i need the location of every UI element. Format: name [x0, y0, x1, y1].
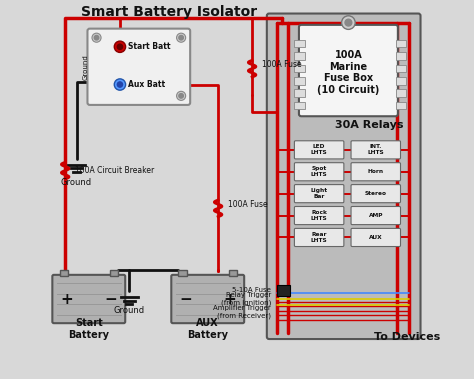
FancyBboxPatch shape: [294, 163, 344, 181]
FancyBboxPatch shape: [351, 229, 401, 246]
Circle shape: [117, 44, 123, 49]
Bar: [396, 64, 406, 72]
Bar: [179, 270, 187, 276]
FancyBboxPatch shape: [351, 207, 401, 225]
Bar: [294, 102, 305, 110]
Circle shape: [345, 19, 352, 26]
Text: 100A Fuse: 100A Fuse: [262, 60, 301, 69]
FancyBboxPatch shape: [299, 25, 398, 116]
Bar: [294, 89, 305, 97]
Text: Ground: Ground: [83, 54, 89, 80]
Text: 100A Fuse: 100A Fuse: [228, 200, 267, 209]
FancyBboxPatch shape: [294, 207, 344, 225]
Bar: [294, 52, 305, 60]
Text: 5-10A Fuse: 5-10A Fuse: [232, 287, 271, 293]
Text: 30A Relays: 30A Relays: [335, 120, 403, 130]
Text: −: −: [104, 291, 117, 307]
FancyBboxPatch shape: [267, 14, 420, 339]
FancyBboxPatch shape: [294, 185, 344, 203]
Bar: [294, 64, 305, 72]
Bar: [396, 102, 406, 110]
FancyBboxPatch shape: [88, 29, 190, 105]
Text: Spot
LHTS: Spot LHTS: [311, 166, 328, 177]
Bar: [110, 270, 118, 276]
Text: To Devices: To Devices: [374, 332, 440, 342]
Circle shape: [114, 79, 126, 90]
Text: 100A Circuit Breaker: 100A Circuit Breaker: [74, 166, 154, 175]
Bar: [396, 77, 406, 85]
Text: Amplifier Trigger
(from Receiver): Amplifier Trigger (from Receiver): [213, 305, 271, 319]
Bar: [277, 285, 290, 296]
Bar: [294, 39, 305, 47]
Text: Ground: Ground: [61, 178, 92, 187]
Circle shape: [92, 33, 101, 42]
Text: Aux Batt: Aux Batt: [128, 80, 165, 89]
Circle shape: [94, 35, 99, 40]
Bar: [396, 52, 406, 60]
Text: Relay Trigger
(from Ignition): Relay Trigger (from Ignition): [220, 292, 271, 306]
Text: Start
Battery: Start Battery: [68, 318, 109, 340]
Text: +: +: [61, 291, 73, 307]
Text: +: +: [223, 291, 236, 307]
Bar: [60, 270, 68, 276]
FancyBboxPatch shape: [171, 275, 244, 323]
Text: Stereo: Stereo: [365, 191, 387, 196]
Circle shape: [342, 16, 355, 30]
Bar: [396, 89, 406, 97]
Text: Horn: Horn: [368, 169, 384, 174]
Text: AMP: AMP: [368, 213, 383, 218]
Text: Smart Battery Isolator: Smart Battery Isolator: [81, 5, 257, 19]
Text: Light
Bar: Light Bar: [310, 188, 328, 199]
FancyBboxPatch shape: [294, 229, 344, 246]
Text: INT.
LHTS: INT. LHTS: [367, 144, 384, 155]
FancyBboxPatch shape: [351, 163, 401, 181]
Circle shape: [114, 41, 126, 52]
Bar: [396, 39, 406, 47]
Text: Rock
LHTS: Rock LHTS: [311, 210, 328, 221]
Bar: [294, 77, 305, 85]
Text: Start Batt: Start Batt: [128, 42, 171, 51]
Circle shape: [177, 33, 186, 42]
FancyBboxPatch shape: [351, 141, 401, 159]
Text: 100A
Marine
Fuse Box
(10 Circuit): 100A Marine Fuse Box (10 Circuit): [317, 50, 380, 95]
Circle shape: [179, 35, 183, 40]
FancyBboxPatch shape: [351, 185, 401, 203]
Text: Rear
LHTS: Rear LHTS: [311, 232, 328, 243]
Text: AUX
Battery: AUX Battery: [187, 318, 228, 340]
Circle shape: [117, 82, 123, 87]
FancyBboxPatch shape: [52, 275, 125, 323]
Text: AUX: AUX: [369, 235, 383, 240]
Text: LED
LHTS: LED LHTS: [311, 144, 328, 155]
Bar: [228, 270, 237, 276]
Text: −: −: [180, 291, 192, 307]
Circle shape: [177, 91, 186, 100]
FancyBboxPatch shape: [294, 141, 344, 159]
Text: Ground: Ground: [114, 306, 145, 315]
Circle shape: [179, 94, 183, 98]
